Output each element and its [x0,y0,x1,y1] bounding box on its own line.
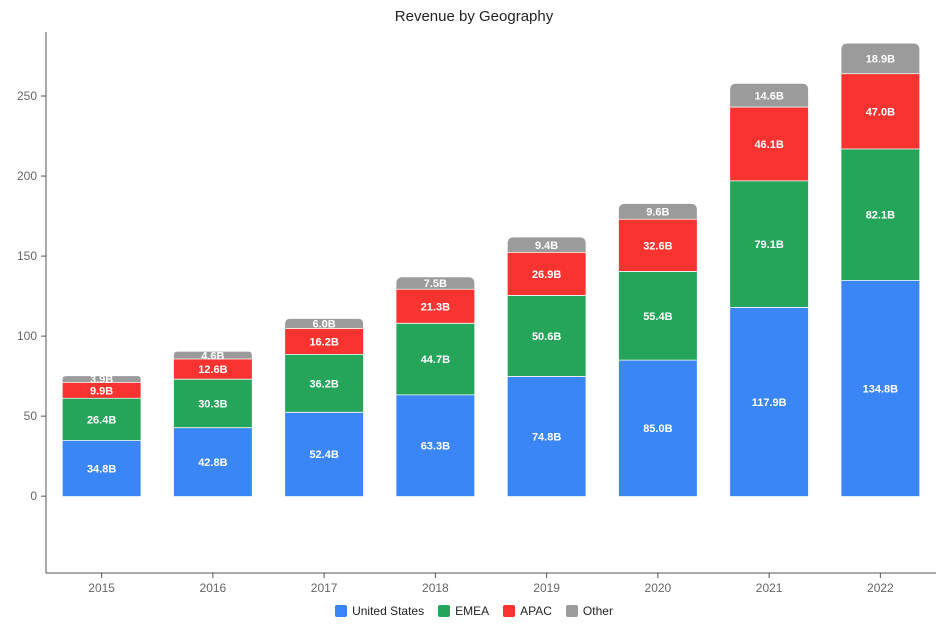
legend-item-other[interactable]: Other [565,604,613,618]
bar-united-states-2015 [62,440,141,497]
bar-apac-2017 [285,328,364,355]
x-tick-label: 2016 [200,581,227,595]
x-tick-label: 2022 [867,581,894,595]
bar-other-2020 [618,203,697,220]
bars [62,43,920,497]
x-tick-label: 2020 [645,581,672,595]
data-label-emea-2017: 36.2B [309,378,338,390]
data-label-united-states-2016: 42.8B [198,457,227,469]
bar-emea-2018 [396,323,475,395]
bar-united-states-2020 [618,360,697,497]
y-tick-label: 150 [17,249,37,263]
data-label-emea-2022: 82.1B [866,210,895,222]
legend-label: United States [352,604,425,618]
data-label-united-states-2015: 34.8B [87,463,116,475]
data-label-other-2017: 6.0B [313,319,336,331]
bar-apac-2016 [173,359,252,380]
y-tick-label: 100 [17,329,37,343]
axes: 0 50 100 150 200 250 2015 2016 2017 2018 2019 2020 2… [17,32,936,595]
legend-label: EMEA [455,604,490,618]
data-label-other-2020: 9.6B [646,207,669,219]
data-label-other-2022: 18.9B [866,54,895,66]
bar-emea-2021 [730,180,809,308]
y-tick-label: 0 [30,489,37,503]
data-label-united-states-2021: 117.9B [752,397,787,409]
data-label-apac-2021: 46.1B [754,139,783,151]
data-label-apac-2017: 16.2B [309,336,338,348]
data-label-apac-2020: 32.6B [643,240,672,252]
bar-united-states-2019 [507,376,586,497]
bar-other-2021 [730,83,809,108]
data-label-emea-2015: 26.4B [87,414,116,426]
bar-emea-2022 [841,149,920,281]
x-tick-label: 2018 [422,581,449,595]
bar-apac-2020 [618,219,697,272]
x-tick-label: 2021 [756,581,783,595]
x-tick-label: 2019 [533,581,560,595]
data-label-apac-2022: 47.0B [866,106,895,118]
legend-swatch [438,605,451,617]
data-label-emea-2019: 50.6B [532,331,561,343]
data-label-united-states-2019: 74.8B [532,431,561,443]
data-label-other-2019: 9.4B [535,240,558,252]
bar-apac-2021 [730,107,809,181]
legend-label: APAC [520,604,552,618]
data-label-emea-2018: 44.7B [421,354,450,366]
legend-item-emea[interactable]: EMEA [438,604,489,618]
data-label-united-states-2022: 134.8B [863,383,899,395]
x-tick-label: 2017 [311,581,338,595]
legend: United States EMEA APAC Other [0,604,948,618]
data-label-united-states-2020: 85.0B [643,423,672,435]
bar-other-2019 [507,237,586,253]
bar-emea-2020 [618,271,697,361]
bar-other-2015 [62,376,141,383]
data-label-united-states-2017: 52.4B [309,449,338,461]
legend-swatch [503,605,516,617]
bar-emea-2019 [507,295,586,377]
bar-apac-2018 [396,289,475,324]
bar-apac-2015 [62,382,141,399]
data-label-other-2015: 3.9B [90,374,113,386]
y-tick-label: 200 [17,169,37,183]
bar-other-2017 [285,318,364,329]
bar-united-states-2016 [173,427,252,497]
bar-emea-2016 [173,379,252,428]
bar-other-2022 [841,43,920,74]
data-label-apac-2015: 9.9B [90,385,113,397]
data-label-emea-2021: 79.1B [754,239,783,251]
legend-swatch [565,605,578,617]
y-tick-label: 50 [24,409,38,423]
bar-united-states-2021 [730,307,809,497]
bar-apac-2019 [507,252,586,296]
data-label-other-2018: 7.5B [424,278,447,290]
bar-other-2018 [396,277,475,290]
chart-title: Revenue by Geography [394,8,554,25]
data-label-emea-2016: 30.3B [198,398,227,410]
y-tick-label: 250 [17,89,37,103]
bar-united-states-2022 [841,280,920,497]
data-label-other-2021: 14.6B [754,90,783,102]
legend-item-apac[interactable]: APAC [503,604,552,618]
bar-other-2016 [173,351,252,360]
bar-emea-2015 [62,398,141,441]
bar-apac-2022 [841,73,920,150]
data-label-united-states-2018: 63.3B [421,441,450,453]
legend-label: Other [582,604,613,618]
bar-emea-2017 [285,354,364,413]
data-label-apac-2019: 26.9B [532,269,561,281]
legend-item-united-states[interactable]: United States [335,604,424,618]
x-tick-label: 2015 [88,581,115,595]
bar-united-states-2017 [285,412,364,497]
data-label-apac-2018: 21.3B [421,301,450,313]
bar-united-states-2018 [396,394,475,497]
data-label-apac-2016: 12.6B [198,364,227,376]
data-label-other-2016: 4.6B [201,350,224,362]
data-labels: 34.8B 26.4B 9.9B3.9B 42.8B 30.3B 12.6B 4.6B 52.… [87,54,898,476]
data-label-emea-2020: 55.4B [643,311,672,323]
legend-swatch [335,605,348,617]
